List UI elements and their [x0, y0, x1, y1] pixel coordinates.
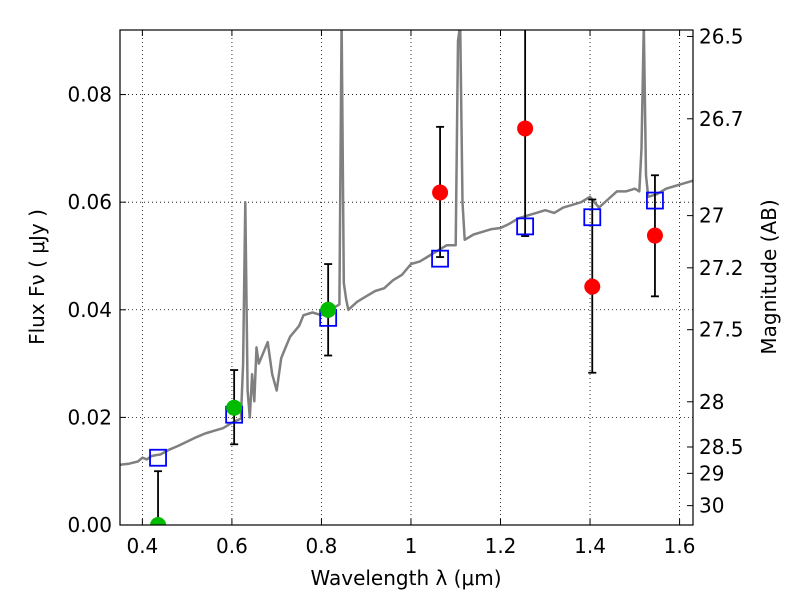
right-tick-label: 28.5 — [699, 435, 744, 459]
detection-point — [226, 399, 243, 416]
detection-point — [150, 517, 167, 525]
measurement-point — [432, 184, 449, 201]
measurement-point — [517, 120, 534, 137]
right-tick-label: 26.7 — [699, 107, 744, 131]
right-tick-label: 27.5 — [699, 318, 744, 342]
y-tick-label: 0.06 — [67, 190, 112, 214]
axis-ticks: 0.4 0.6 0.8 1 1.2 1.4 1.6 0.00 0.02 0.04 0.06 0.08 2… — [67, 24, 743, 558]
x-tick-label: 0.4 — [126, 534, 158, 558]
x-tick-label: 1.6 — [664, 534, 696, 558]
right-axis-title: Magnitude (AB) — [757, 199, 781, 354]
model-spectrum — [120, 30, 693, 466]
grid-lines — [120, 30, 693, 526]
error-bars — [154, 30, 659, 525]
x-tick-label: 1.2 — [485, 534, 517, 558]
right-tick-label: 30 — [699, 494, 724, 518]
model-point-square — [431, 249, 449, 268]
x-axis-title: Wavelength λ (μm) — [310, 566, 501, 590]
spectrum-line — [120, 30, 693, 466]
x-tick-label: 1 — [405, 534, 418, 558]
model-point-square — [646, 191, 664, 210]
right-tick-label: 29 — [699, 461, 724, 485]
model-point-square — [583, 208, 602, 227]
y-tick-label: 0.02 — [67, 405, 112, 429]
measurement-point — [584, 278, 601, 295]
model-point-square — [516, 217, 535, 236]
y-tick-label: 0.00 — [67, 513, 112, 537]
right-tick-label: 27 — [699, 204, 724, 228]
right-tick-label: 26.5 — [699, 24, 744, 48]
right-tick-label: 28 — [699, 390, 724, 414]
model-points — [149, 191, 664, 467]
detection-point — [320, 301, 337, 318]
x-tick-label: 0.6 — [216, 534, 248, 558]
y-axis-title: Flux Fν ( μJy ) — [25, 209, 49, 345]
x-tick-label: 1.4 — [574, 534, 606, 558]
x-tick-label: 0.8 — [306, 534, 338, 558]
model-point-square — [149, 448, 167, 467]
y-tick-label: 0.08 — [67, 83, 112, 107]
measurement-point — [646, 227, 663, 244]
right-tick-label: 27.2 — [699, 256, 744, 280]
data-points — [150, 120, 663, 525]
plot-frame — [119, 29, 694, 526]
y-tick-label: 0.04 — [67, 298, 112, 322]
